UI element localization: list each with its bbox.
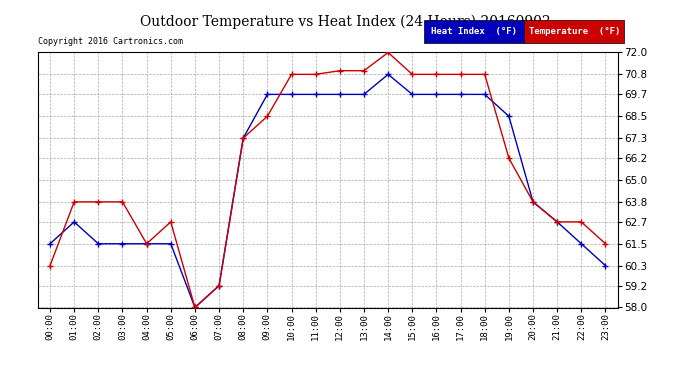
Text: Outdoor Temperature vs Heat Index (24 Hours) 20160902: Outdoor Temperature vs Heat Index (24 Ho…: [139, 15, 551, 29]
Text: Copyright 2016 Cartronics.com: Copyright 2016 Cartronics.com: [38, 38, 183, 46]
Text: Temperature  (°F): Temperature (°F): [529, 27, 620, 36]
Text: Heat Index  (°F): Heat Index (°F): [431, 27, 518, 36]
